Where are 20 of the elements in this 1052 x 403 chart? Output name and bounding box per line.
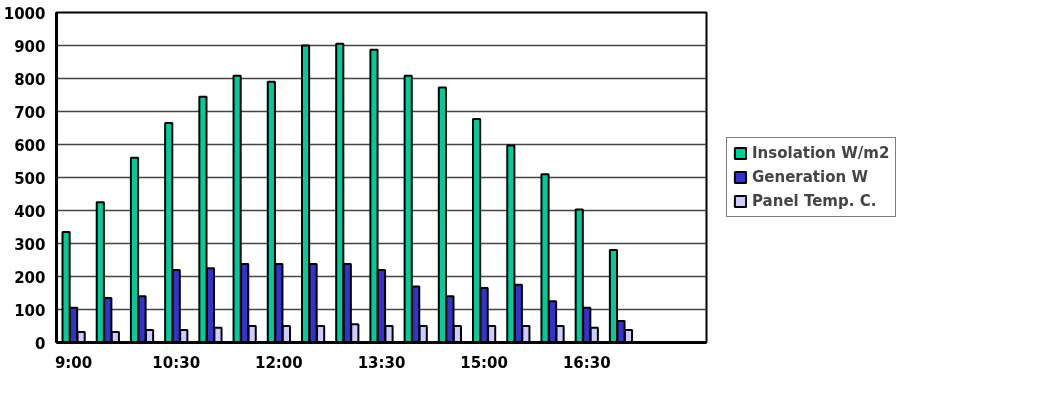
x-tick-label: 10:30 [152,353,201,372]
y-tick-label: 500 [14,169,46,188]
y-tick-label: 800 [14,70,46,89]
x-tick-label: 13:30 [357,353,406,372]
x-tick-label: 12:00 [255,353,303,372]
y-tick-label: 900 [14,37,46,56]
y-tick-label: 600 [14,136,46,155]
y-tick-label: 400 [14,202,46,221]
y-tick-label: 1000 [3,4,46,23]
x-tick-label: 9:00 [54,353,93,372]
legend-label: Panel Temp. C. [752,192,877,210]
legend-label: Generation W [752,168,868,186]
x-tick-label: 16:30 [562,353,611,372]
y-tick-label: 700 [14,103,46,122]
y-tick-label: 200 [14,268,46,287]
y-tick-label: 0 [35,334,46,353]
y-tick-label: 100 [14,301,46,320]
x-tick-label: 15:00 [460,353,509,372]
legend-label: Insolation W/m2 [752,144,890,162]
y-tick-label: 300 [14,235,46,254]
